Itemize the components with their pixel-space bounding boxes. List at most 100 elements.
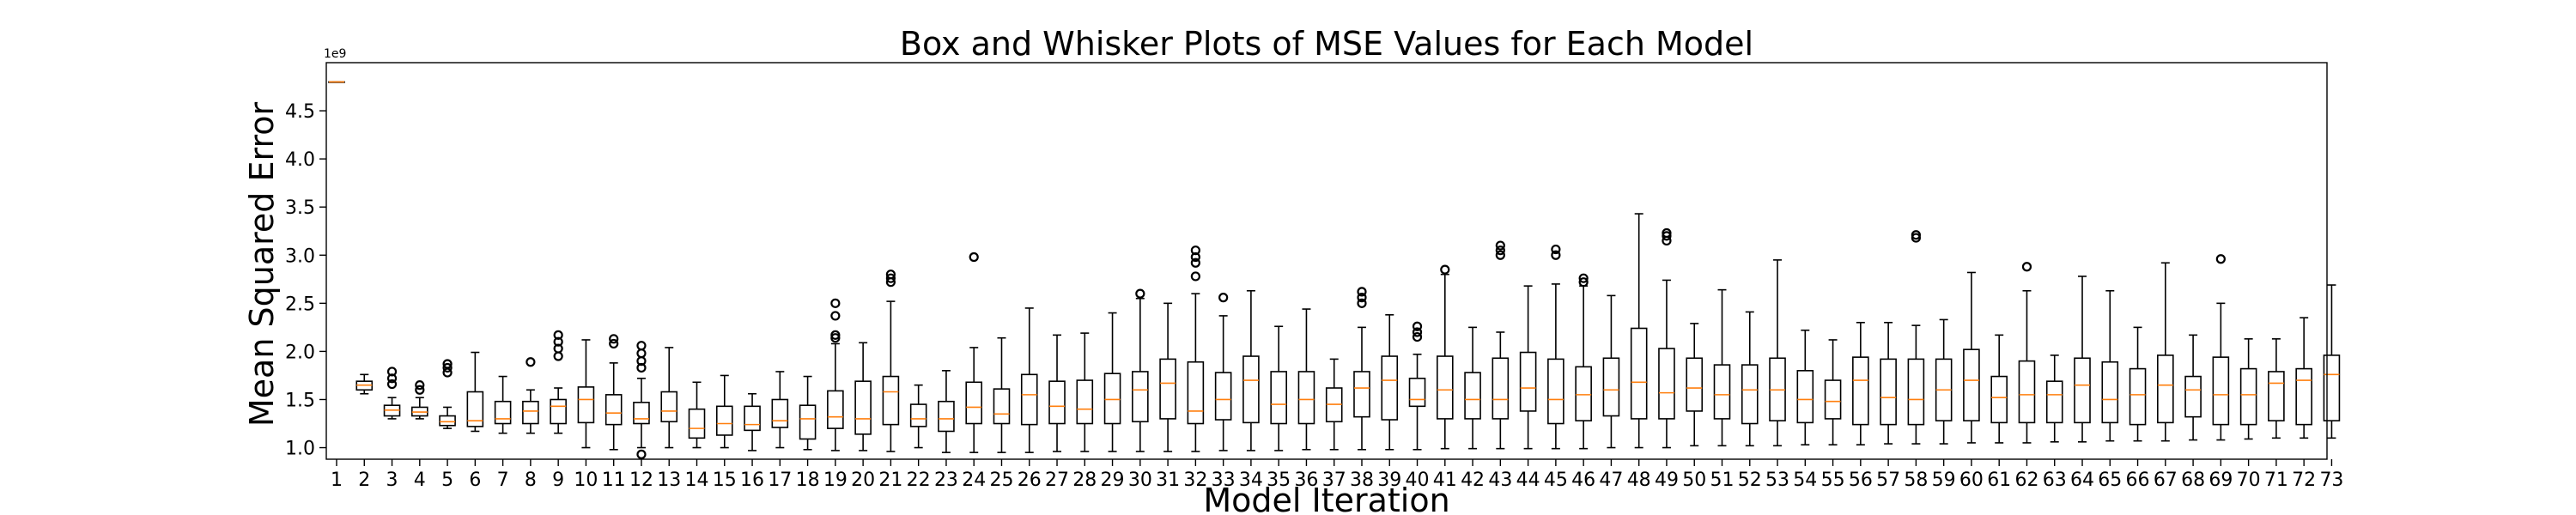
x-tick-label: 57 (1876, 470, 1900, 491)
box (1990, 375, 2008, 424)
x-tick-label: 69 (2208, 470, 2233, 491)
box (2295, 367, 2312, 426)
x-tick-label: 70 (2237, 470, 2261, 491)
x-tick-label: 46 (1571, 470, 1595, 491)
x-tick-label: 7 (497, 470, 509, 491)
outlier-point (1412, 327, 1423, 337)
x-tick-label: 30 (1128, 470, 1152, 491)
x-tick-label: 41 (1433, 470, 1457, 491)
outlier-point (636, 341, 647, 351)
box (1408, 378, 1426, 408)
x-tick-label: 9 (552, 470, 564, 491)
box (1437, 355, 1454, 420)
x-tick-label: 12 (629, 470, 653, 491)
chart-title: Box and Whisker Plots of MSE Values for … (900, 25, 1753, 63)
outlier-point (1357, 287, 1367, 297)
box (2323, 354, 2341, 421)
outlier-point (609, 334, 619, 344)
box (744, 405, 761, 432)
x-tick-label: 52 (1738, 470, 1762, 491)
outlier-point (1190, 251, 1200, 263)
x-tick-label: 34 (1239, 470, 1263, 491)
outlier-point (1357, 298, 1367, 308)
box (2212, 356, 2230, 426)
outlier-point (636, 449, 647, 459)
outlier-point (885, 270, 896, 280)
x-tick-label: 16 (740, 470, 764, 491)
outlier-point (2021, 262, 2032, 272)
box (466, 391, 484, 427)
plot-area: 1.01.52.02.53.03.54.04.51 2 3 4 5 6 7 8 9 10 11 12 1… (285, 81, 2343, 491)
box (2239, 367, 2257, 426)
y-tick-label: 2.0 (285, 342, 315, 363)
box (799, 404, 817, 440)
box (1242, 355, 1260, 424)
x-tick-label: 51 (1710, 470, 1735, 491)
box (1353, 371, 1370, 418)
box (633, 402, 650, 425)
box (1159, 358, 1176, 420)
x-tick-label: 31 (1156, 470, 1180, 491)
y-offset-label: 1e9 (324, 47, 346, 61)
box (1658, 348, 1675, 420)
box (1270, 371, 1287, 425)
box (771, 398, 789, 428)
box (1381, 355, 1399, 421)
x-tick-label: 21 (878, 470, 902, 491)
outlier-point (386, 379, 398, 390)
box (1907, 358, 1925, 426)
outlier-point (1495, 250, 1505, 260)
x-tick-label: 55 (1821, 470, 1845, 491)
outlier-point (1190, 271, 1200, 282)
box (1464, 372, 1481, 420)
plot-frame (325, 62, 2328, 460)
box (2184, 375, 2202, 418)
x-tick-label: 71 (2264, 470, 2288, 491)
x-tick-label: 73 (2319, 470, 2343, 491)
outlier-point (1578, 273, 1589, 283)
x-tick-label: 19 (823, 470, 848, 491)
box (688, 408, 706, 439)
x-tick-label: 6 (469, 470, 481, 491)
x-tick-label: 38 (1350, 470, 1374, 491)
x-tick-label: 8 (525, 470, 537, 491)
box (1103, 373, 1121, 425)
box (2045, 380, 2063, 424)
x-tick-label: 66 (2126, 470, 2150, 491)
x-tick-label: 3 (386, 470, 398, 491)
x-tick-label: 35 (1267, 470, 1291, 491)
box (439, 415, 456, 427)
outlier-point (830, 298, 841, 308)
x-tick-label: 60 (1959, 470, 1984, 491)
x-tick-label: 33 (1212, 470, 1236, 491)
outlier-point (830, 333, 841, 343)
outlier-point (526, 357, 536, 367)
outlier-point (830, 311, 841, 321)
x-tick-label: 54 (1793, 470, 1817, 491)
x-tick-label: 39 (1377, 470, 1401, 491)
x-tick-label: 59 (1932, 470, 1956, 491)
outlier-point (442, 362, 453, 373)
box (1852, 356, 1869, 426)
x-tick-label: 53 (1765, 470, 1789, 491)
box (1519, 351, 1537, 412)
box (2129, 367, 2147, 426)
outlier-point (1662, 231, 1672, 241)
x-tick-label: 1 (331, 470, 343, 491)
box (1686, 357, 1704, 412)
x-tick-label: 5 (441, 470, 453, 491)
box (550, 398, 567, 425)
outlier-point (636, 348, 647, 359)
outlier-point (1495, 240, 1505, 251)
box (1575, 366, 1592, 421)
outlier-point (2215, 254, 2226, 264)
x-tick-label: 67 (2154, 470, 2178, 491)
x-tick-label: 64 (2070, 470, 2094, 491)
x-tick-label: 29 (1101, 470, 1125, 491)
box (2018, 360, 2036, 424)
outlier-point (1135, 288, 1145, 299)
box (494, 400, 512, 425)
box (605, 394, 623, 426)
x-tick-label: 40 (1406, 470, 1430, 491)
